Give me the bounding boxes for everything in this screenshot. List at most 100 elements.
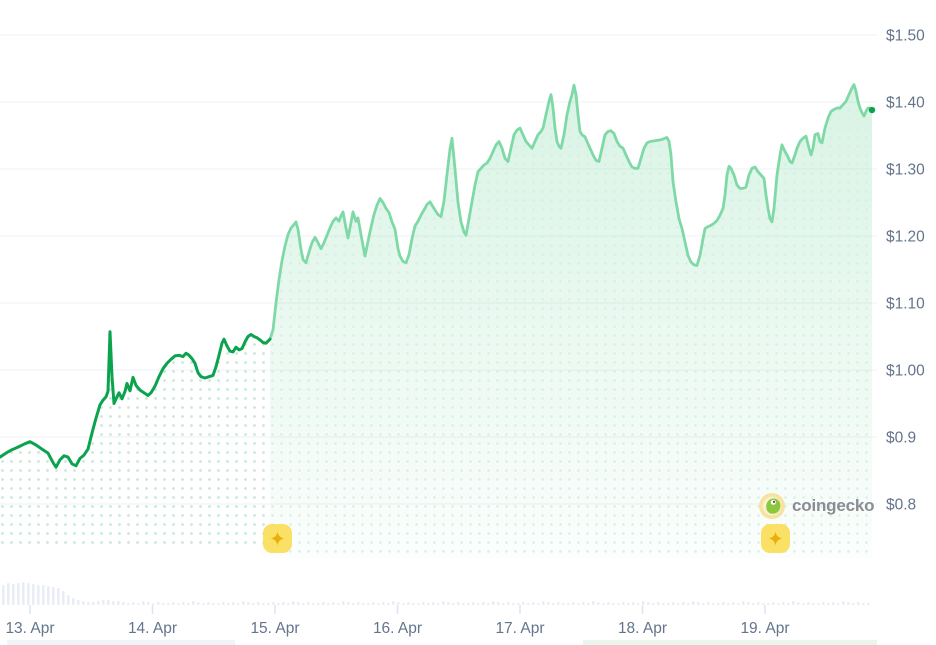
volume-bar bbox=[862, 603, 865, 605]
volume-bar bbox=[382, 602, 385, 605]
x-axis-label: 17. Apr bbox=[495, 620, 544, 637]
volume-bar bbox=[407, 602, 410, 605]
volume-bar bbox=[677, 603, 680, 605]
volume-bar bbox=[687, 603, 690, 605]
volume-bar bbox=[767, 603, 770, 605]
y-axis-label: $1.30 bbox=[886, 162, 925, 179]
volume-bar bbox=[7, 583, 10, 605]
volume-bar bbox=[637, 603, 640, 605]
volume-bar bbox=[722, 602, 725, 605]
volume-bar bbox=[522, 602, 525, 605]
volume-bar bbox=[322, 602, 325, 605]
volume-bar bbox=[557, 602, 560, 605]
volume-bar bbox=[57, 588, 60, 605]
x-axis-label: 14. Apr bbox=[128, 620, 177, 637]
volume-bar bbox=[177, 603, 180, 605]
volume-bar bbox=[472, 602, 475, 605]
area-fill-late-dots bbox=[270, 84, 872, 558]
volume-bar bbox=[797, 602, 800, 605]
volume-bar bbox=[417, 603, 420, 605]
volume-bar bbox=[242, 601, 245, 605]
volume-bar bbox=[467, 603, 470, 605]
volume-bar bbox=[307, 602, 310, 605]
volume-bar bbox=[232, 602, 235, 605]
volume-bar bbox=[562, 603, 565, 605]
volume-bar bbox=[292, 601, 295, 605]
volume-bar bbox=[762, 603, 765, 605]
volume-bar bbox=[352, 603, 355, 605]
volume-bar bbox=[552, 603, 555, 605]
volume-bar bbox=[127, 603, 130, 605]
volume-bar bbox=[102, 600, 105, 605]
volume-bar bbox=[852, 603, 855, 605]
y-axis-label: $0.9 bbox=[886, 430, 916, 447]
area-fill-early bbox=[0, 331, 270, 548]
volume-bar bbox=[652, 603, 655, 605]
volume-bar bbox=[402, 603, 405, 605]
volume-bar bbox=[377, 603, 380, 605]
volume-bar bbox=[117, 601, 120, 605]
volume-bar bbox=[587, 603, 590, 605]
volume-bar bbox=[387, 603, 390, 605]
volume-bar bbox=[367, 603, 370, 605]
volume-bar bbox=[272, 602, 275, 605]
volume-bar bbox=[412, 603, 415, 605]
volume-bar bbox=[742, 601, 745, 605]
volume-bar bbox=[577, 603, 580, 605]
volume-bar bbox=[187, 603, 190, 605]
volume-bar bbox=[447, 602, 450, 605]
footer-fragment bbox=[583, 640, 877, 645]
volume-bar bbox=[627, 603, 630, 605]
volume-bar bbox=[262, 603, 265, 605]
volume-bar bbox=[157, 602, 160, 605]
sparkle-badge[interactable] bbox=[262, 523, 292, 553]
x-axis-label: 15. Apr bbox=[250, 620, 299, 637]
volume-bar bbox=[227, 603, 230, 605]
volume-bar bbox=[72, 598, 75, 605]
volume-bar bbox=[812, 603, 815, 605]
y-axis-label: $1.00 bbox=[886, 363, 925, 380]
volume-bar bbox=[152, 603, 155, 605]
price-line-early bbox=[0, 330, 272, 469]
x-axis-label: 18. Apr bbox=[618, 620, 667, 637]
coingecko-wordmark: coingecko bbox=[792, 496, 875, 515]
volume-bar bbox=[607, 602, 610, 605]
volume-bar bbox=[777, 603, 780, 605]
volume-bar bbox=[807, 602, 810, 605]
volume-bar bbox=[512, 603, 515, 605]
volume-bar bbox=[327, 603, 330, 605]
volume-bar bbox=[27, 583, 30, 605]
y-axis-label: $1.50 bbox=[886, 28, 925, 45]
volume-bar bbox=[752, 603, 755, 605]
volume-bar bbox=[182, 602, 185, 605]
volume-bar bbox=[782, 602, 785, 605]
volume-bar bbox=[192, 601, 195, 605]
price-line-late bbox=[268, 83, 874, 341]
volume-bar bbox=[237, 603, 240, 605]
volume-bar bbox=[212, 603, 215, 605]
y-axis-label: $0.8 bbox=[886, 497, 916, 514]
volume-bar bbox=[392, 601, 395, 605]
volume-bar bbox=[347, 602, 350, 605]
volume-bar bbox=[757, 602, 760, 605]
volume-bar bbox=[42, 585, 45, 605]
volume-bar bbox=[67, 595, 70, 605]
volume-bar bbox=[712, 603, 715, 605]
volume-bar bbox=[732, 602, 735, 605]
volume-bar bbox=[52, 587, 55, 605]
volume-bar bbox=[362, 603, 365, 605]
volume-bar bbox=[707, 602, 710, 605]
volume-bar bbox=[492, 601, 495, 605]
volume-bar bbox=[592, 601, 595, 605]
volume-bar bbox=[37, 585, 40, 605]
volume-bar bbox=[357, 602, 360, 605]
volume-bar bbox=[32, 584, 35, 605]
x-axis-label: 16. Apr bbox=[373, 620, 422, 637]
volume-bar bbox=[112, 601, 115, 605]
volume-bar bbox=[847, 602, 850, 605]
volume-bar bbox=[497, 602, 500, 605]
sparkle-badge[interactable] bbox=[760, 523, 790, 553]
volume-bar bbox=[277, 603, 280, 605]
volume-bar bbox=[302, 603, 305, 605]
